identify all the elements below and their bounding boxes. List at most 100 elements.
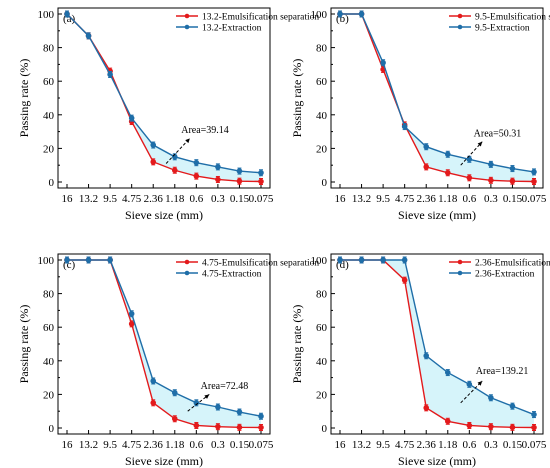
data-point bbox=[171, 415, 178, 422]
area-fill bbox=[67, 260, 261, 428]
data-point bbox=[509, 403, 516, 409]
x-tick-label: 9.5 bbox=[103, 193, 117, 205]
x-tick-label: 0.15 bbox=[503, 193, 523, 205]
data-point bbox=[258, 424, 264, 431]
data-point bbox=[531, 424, 537, 431]
legend-marker bbox=[457, 270, 463, 276]
data-point bbox=[107, 71, 113, 78]
x-tick-label: 4.75 bbox=[122, 193, 142, 205]
x-tick-label: 0.6 bbox=[462, 193, 476, 205]
legend-label: 9.5-Extraction bbox=[475, 24, 530, 34]
y-tick-label: 80 bbox=[316, 289, 328, 301]
data-point bbox=[423, 405, 430, 411]
x-tick-label: 0.15 bbox=[230, 193, 250, 205]
x-tick-label: 4.75 bbox=[395, 439, 415, 451]
data-point bbox=[128, 321, 135, 327]
chart-panel-1: 0 20 40 60 80 100 16 13.2 9.5 4.75 2.36 1.18 0.6 0.3 0… bbox=[17, 7, 319, 222]
data-point bbox=[193, 173, 200, 179]
data-point bbox=[171, 389, 178, 396]
x-tick-label: 0.3 bbox=[484, 193, 498, 205]
legend-marker bbox=[457, 13, 463, 19]
data-point bbox=[401, 257, 408, 263]
data-point bbox=[236, 409, 243, 415]
x-tick-label: 2.36 bbox=[144, 439, 164, 451]
data-point bbox=[337, 257, 343, 263]
x-tick-label: 1.18 bbox=[438, 439, 458, 451]
y-tick-label: 40 bbox=[43, 356, 55, 368]
data-point bbox=[380, 257, 386, 263]
legend-label: 4.75-Emulsification separation bbox=[202, 258, 319, 269]
data-point bbox=[128, 310, 135, 317]
y-tick-label: 40 bbox=[316, 110, 328, 122]
data-point bbox=[509, 165, 516, 172]
area-fill bbox=[67, 14, 261, 182]
data-point bbox=[150, 400, 157, 406]
y-tick-label: 20 bbox=[316, 389, 328, 401]
data-point bbox=[444, 169, 451, 176]
annotation-arrow bbox=[187, 394, 210, 412]
arrow-head bbox=[204, 394, 210, 399]
data-point bbox=[488, 161, 494, 168]
data-point bbox=[423, 143, 430, 150]
data-point bbox=[444, 151, 451, 158]
arrow-head bbox=[477, 380, 483, 386]
chart-panel-3: 0 20 40 60 80 100 16 13.2 9.5 4.75 2.36 1.18 0.6 0.3 0… bbox=[17, 253, 319, 468]
series-line-extraction bbox=[66, 13, 262, 174]
y-tick-label: 100 bbox=[311, 255, 328, 267]
area-annotation: Area=39.14 bbox=[181, 125, 229, 136]
y-tick-label: 0 bbox=[322, 423, 328, 435]
x-tick-label: 9.5 bbox=[376, 193, 390, 205]
data-point bbox=[466, 175, 473, 181]
x-tick-label: 16 bbox=[335, 439, 347, 451]
x-tick-label: 13.2 bbox=[352, 439, 371, 451]
x-tick-label: 0.6 bbox=[462, 439, 476, 451]
legend-marker bbox=[457, 24, 463, 30]
data-point bbox=[337, 11, 343, 17]
data-point bbox=[258, 413, 264, 420]
data-point bbox=[150, 159, 157, 165]
x-tick-label: 0.075 bbox=[249, 193, 274, 205]
y-axis-label: Passing rate (%) bbox=[17, 305, 31, 384]
x-tick-label: 2.36 bbox=[144, 193, 164, 205]
legend-label: 2.36-Extraction bbox=[475, 270, 535, 280]
y-tick-label: 0 bbox=[322, 177, 328, 189]
y-tick-label: 100 bbox=[311, 9, 328, 21]
x-tick-label: 0.075 bbox=[522, 439, 547, 451]
legend-label: 2.36-Emulsification separation bbox=[475, 258, 550, 269]
data-point bbox=[466, 156, 473, 163]
series-line-extraction bbox=[340, 13, 535, 173]
data-point bbox=[488, 423, 494, 430]
x-tick-label: 1.18 bbox=[438, 193, 458, 205]
annotation-arrow bbox=[460, 380, 483, 404]
x-tick-label: 1.18 bbox=[165, 193, 185, 205]
data-point bbox=[193, 422, 200, 429]
data-point bbox=[150, 378, 157, 384]
x-tick-label: 0.6 bbox=[189, 193, 203, 205]
data-point bbox=[171, 154, 178, 160]
legend-label: 9.5-Emulsification separation bbox=[475, 12, 550, 23]
x-axis-label: Sieve size (mm) bbox=[398, 454, 476, 468]
series-line-emulsification bbox=[66, 13, 262, 183]
legend-marker bbox=[457, 259, 463, 265]
y-tick-label: 0 bbox=[49, 177, 55, 189]
data-point bbox=[215, 404, 221, 410]
y-axis-label: Passing rate (%) bbox=[290, 59, 304, 138]
y-tick-label: 20 bbox=[316, 143, 328, 155]
data-point bbox=[401, 277, 408, 283]
data-point bbox=[64, 257, 70, 263]
y-axis-label: Passing rate (%) bbox=[290, 305, 304, 384]
data-point bbox=[258, 169, 264, 176]
arrow-head bbox=[477, 141, 483, 147]
y-axis-label: Passing rate (%) bbox=[17, 59, 31, 138]
y-tick-label: 20 bbox=[43, 389, 55, 401]
x-tick-label: 0.075 bbox=[249, 439, 274, 451]
annotation-arrow bbox=[165, 137, 191, 164]
data-point bbox=[401, 123, 408, 130]
x-tick-label: 1.18 bbox=[165, 439, 185, 451]
data-point bbox=[64, 11, 70, 17]
x-tick-label: 0.6 bbox=[189, 439, 203, 451]
x-tick-label: 0.15 bbox=[503, 439, 523, 451]
data-point bbox=[423, 352, 430, 359]
x-tick-label: 9.5 bbox=[376, 439, 390, 451]
